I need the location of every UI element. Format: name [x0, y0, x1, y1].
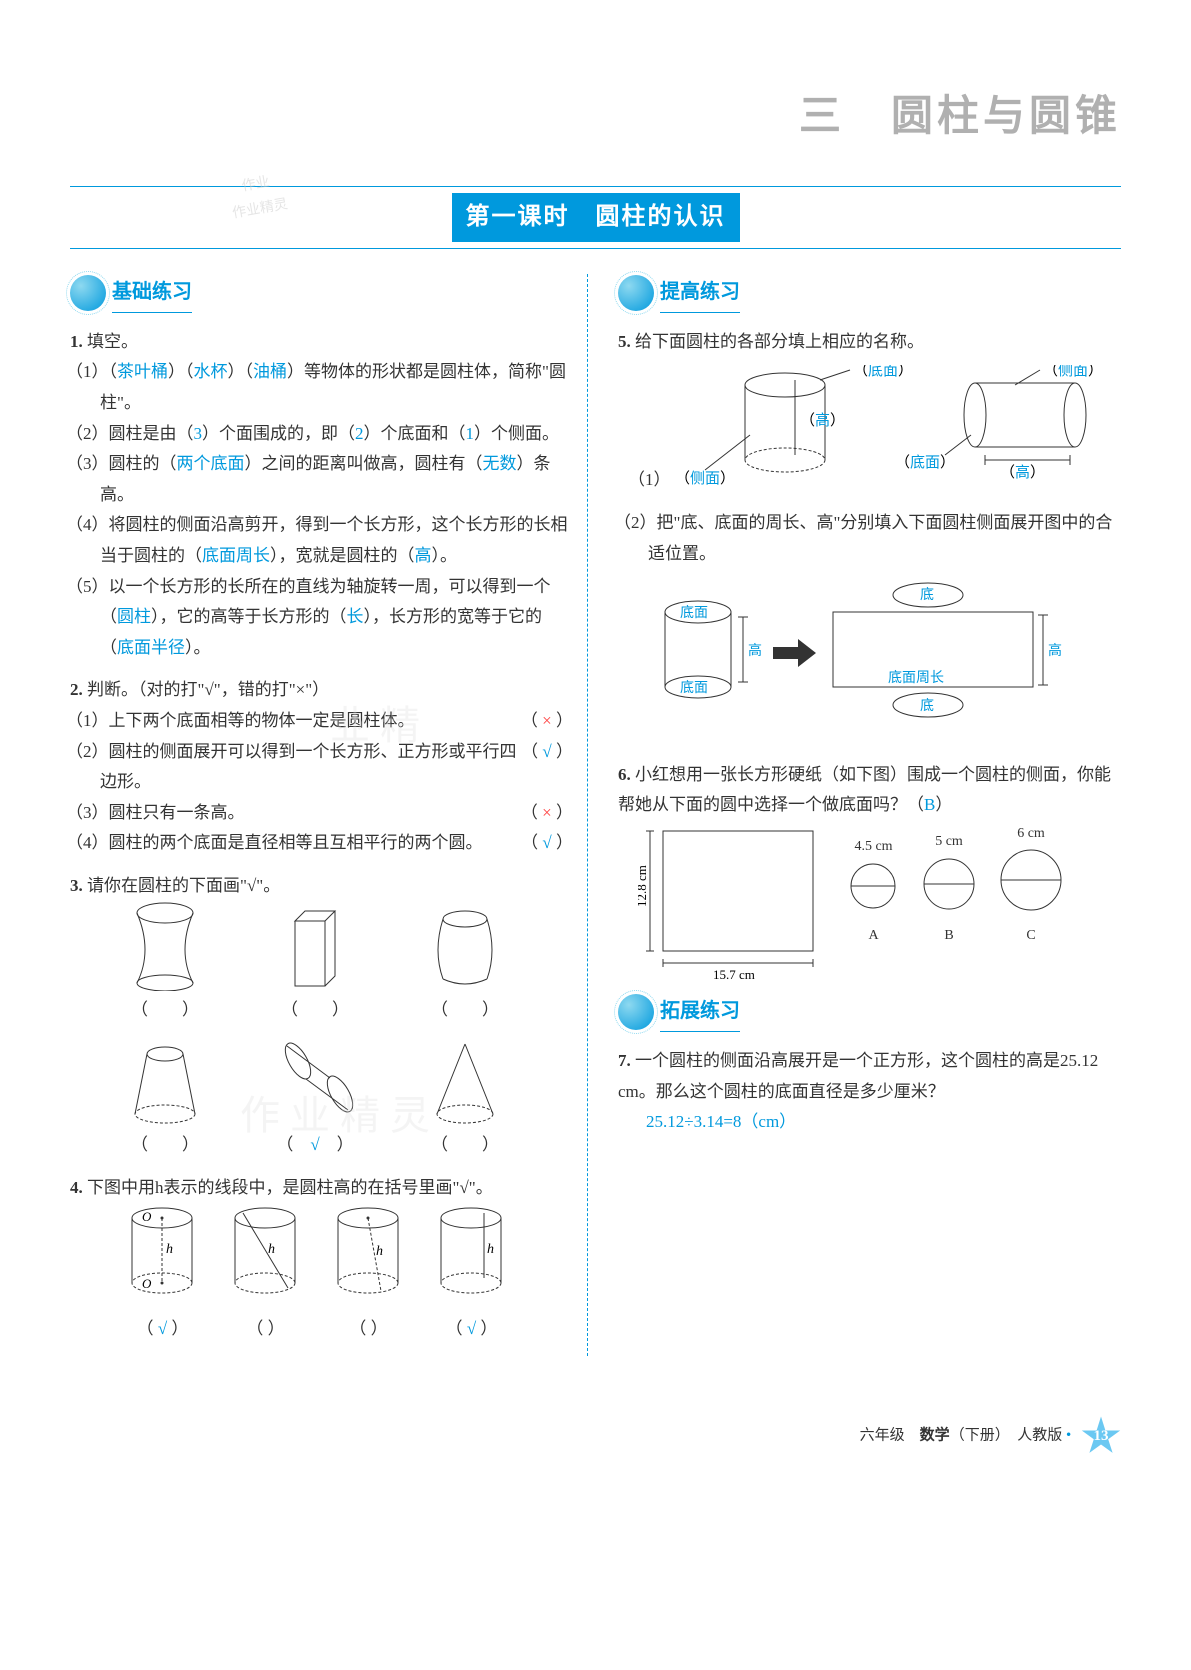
section-extension-header: 拓展练习	[618, 993, 1121, 1032]
globe-icon	[618, 275, 654, 311]
svg-text:15.7 cm: 15.7 cm	[713, 967, 755, 981]
circle-option-b: 5 cm B	[919, 829, 979, 949]
svg-text:高: 高	[1048, 642, 1062, 659]
svg-text:h: h	[376, 1244, 383, 1259]
svg-text:底面周长: 底面周长	[888, 670, 944, 686]
section-basic-title: 基础练习	[112, 274, 192, 313]
question-5: 5. 给下面圆柱的各部分填上相应的名称。 （1） （底面） （高） （侧面） （…	[618, 327, 1121, 748]
shape-hourglass: （ ）	[100, 901, 230, 1026]
question-6: 6. 小红想用一张长方形硬纸（如下图）围成一个圆柱的侧面，你能帮她从下面的圆中选…	[618, 760, 1121, 981]
svg-text:（底面）: （底面）	[895, 454, 955, 471]
svg-text:（高）: （高）	[800, 412, 845, 429]
shape-barrel: （ ）	[400, 901, 530, 1026]
answer-7: 25.12÷3.14=8（cm）	[618, 1107, 1121, 1138]
section-advanced-header: 提高练习	[618, 274, 1121, 313]
svg-text:底: 底	[920, 587, 934, 603]
svg-text:（侧面）: （侧面）	[1043, 365, 1103, 379]
circle-option-a: 4.5 cm A	[846, 834, 901, 949]
question-3: 3. 请你在圆柱的下面画"√"。 （ ） （ ） （ ） （ ） （ √ ）	[70, 871, 573, 1161]
lesson-title: 第一课时 圆柱的认识	[452, 193, 740, 242]
question-4: 4. 下图中用h表示的线段中，是圆柱高的在括号里画"√"。 O O h （ √ …	[70, 1173, 573, 1345]
circle-option-c: 6 cm C	[997, 821, 1065, 949]
globe-icon	[70, 275, 106, 311]
section-basic-header: 基础练习	[70, 274, 573, 313]
svg-text:O: O	[142, 1276, 152, 1291]
svg-text:（高）: （高）	[1000, 464, 1045, 481]
globe-icon	[618, 994, 654, 1030]
right-column: 提高练习 5. 给下面圆柱的各部分填上相应的名称。 （1） （底面） （高） （…	[612, 274, 1121, 1357]
page-footer: 六年级 数学（下册） 人教版 • 13	[70, 1416, 1121, 1456]
cylinder-diagram-3: h （ ）	[326, 1203, 411, 1344]
svg-text:底: 底	[920, 698, 934, 714]
left-column: 基础练习 1. 填空。 （1）（茶叶桶）（水杯）（油桶）等物体的形状都是圆柱体，…	[70, 274, 588, 1357]
shape-cuboid: （ ）	[250, 901, 380, 1026]
svg-text:h: h	[268, 1242, 275, 1257]
cylinder-diagram-1: O O h （ √ ）	[120, 1203, 205, 1344]
svg-text:O: O	[142, 1209, 152, 1224]
shape-frustum: （ ）	[100, 1036, 230, 1161]
svg-text:（侧面）: （侧面）	[675, 470, 735, 485]
svg-text:高: 高	[748, 642, 762, 659]
cylinder-unfold-diagram: 底面 底面 高 底 底面周长 高 底	[648, 577, 1088, 737]
rectangle-diagram: 12.8 cm 15.7 cm	[638, 821, 828, 981]
svg-text:h: h	[487, 1242, 494, 1257]
svg-text:12.8 cm: 12.8 cm	[638, 865, 649, 907]
question-7: 7. 一个圆柱的侧面沿高展开是一个正方形，这个圆柱的高是25.12 cm。那么这…	[618, 1046, 1121, 1138]
cylinder-diagram-2: h （ ）	[223, 1203, 308, 1344]
cylinder-diagram-4: h （ √ ）	[429, 1203, 514, 1344]
shape-cone: （ ）	[400, 1036, 530, 1161]
svg-text:底面: 底面	[680, 605, 708, 621]
svg-text:（底面）: （底面）	[853, 365, 913, 379]
svg-text:h: h	[166, 1242, 173, 1257]
question-2: 2. 判断。（对的打"√"，错的打"×"） （1）上下两个底面相等的物体一定是圆…	[70, 675, 573, 859]
lesson-header: 作业作业精灵 第一课时 圆柱的认识	[70, 186, 1121, 249]
chapter-title: 三 圆柱与圆锥	[70, 80, 1121, 156]
question-1: 1. 填空。 （1）（茶叶桶）（水杯）（油桶）等物体的形状都是圆柱体，简称"圆柱…	[70, 327, 573, 664]
watermark-stamp: 作业作业精灵	[226, 167, 290, 226]
shape-tilted-cylinder: （ √ ）	[250, 1036, 380, 1161]
cylinder-labels-diagram: （底面） （高） （侧面） （侧面） （底面） （高）	[675, 365, 1115, 485]
section-extension-title: 拓展练习	[660, 993, 740, 1032]
section-advanced-title: 提高练习	[660, 274, 740, 313]
page-number-star: 13	[1081, 1416, 1121, 1456]
svg-text:底面: 底面	[680, 680, 708, 696]
